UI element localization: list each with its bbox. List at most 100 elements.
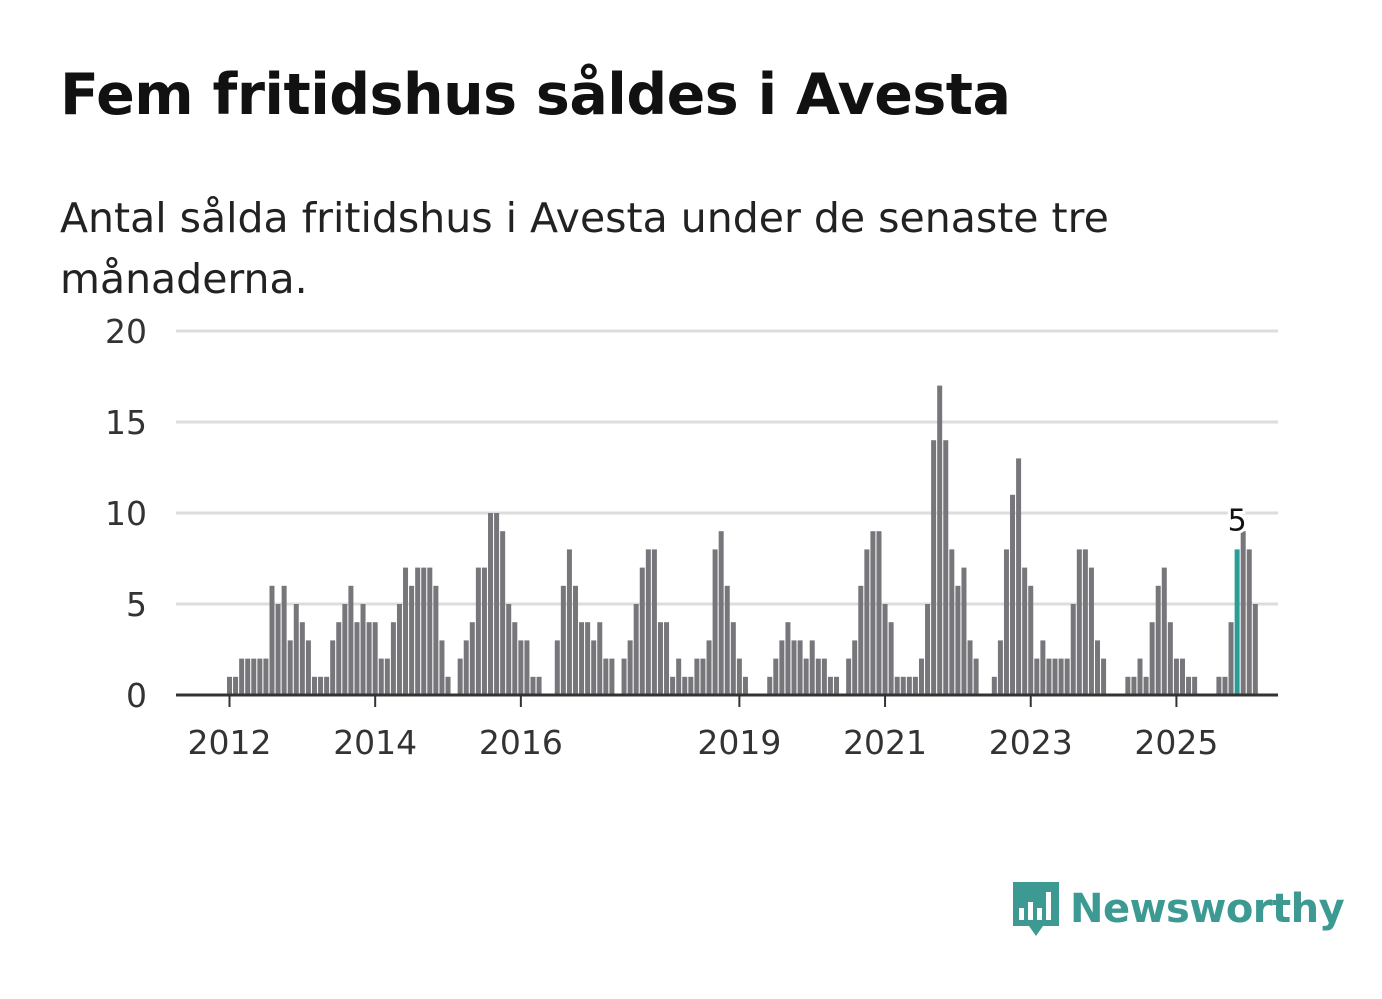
- bar: [1003, 549, 1009, 695]
- bar: [779, 640, 785, 695]
- bar: [706, 640, 712, 695]
- bar: [1082, 549, 1088, 695]
- bar: [324, 676, 330, 695]
- bar: [457, 658, 463, 695]
- bar: [955, 585, 961, 695]
- bar: [378, 658, 384, 695]
- bar: [488, 513, 494, 695]
- bar: [390, 622, 396, 695]
- bar: [724, 585, 730, 695]
- bar: [664, 622, 670, 695]
- bar: [1016, 458, 1022, 695]
- bar: [1088, 567, 1094, 695]
- brand-name: Newsworthy: [1070, 886, 1345, 932]
- bar: [1058, 658, 1064, 695]
- bar: [1167, 622, 1173, 695]
- bar: [670, 676, 676, 695]
- bar: [1186, 676, 1192, 695]
- bar: [894, 676, 900, 695]
- bar: [943, 440, 949, 695]
- bar: [1143, 676, 1149, 695]
- newsworthy-logo[interactable]: Newsworthy: [1010, 878, 1345, 940]
- bar: [227, 676, 232, 695]
- bar: [275, 604, 281, 695]
- bar: [512, 622, 518, 695]
- bar: [572, 585, 578, 695]
- bar: [530, 676, 536, 695]
- bar: [348, 585, 354, 695]
- bar: [263, 658, 269, 695]
- bar: [269, 585, 275, 695]
- x-tick-label: 2021: [843, 723, 927, 762]
- chart-subtitle: Antal sålda fritidshus i Avesta under de…: [60, 194, 1109, 303]
- bar: [937, 385, 943, 695]
- bar: [524, 640, 530, 695]
- bar: [445, 676, 451, 695]
- bar: [918, 658, 924, 695]
- bar: [396, 604, 402, 695]
- bar: [281, 585, 287, 695]
- bar: [773, 658, 779, 695]
- bar: [676, 658, 682, 695]
- bar: [1137, 658, 1143, 695]
- bar: [912, 676, 918, 695]
- bar: [900, 676, 906, 695]
- bar: [694, 658, 700, 695]
- x-tick-label: 2023: [989, 723, 1073, 762]
- bar: [803, 658, 809, 695]
- y-tick-label: 20: [105, 312, 147, 351]
- bar: [372, 622, 378, 695]
- bar: [1064, 658, 1070, 695]
- bar: [554, 640, 560, 695]
- bar: [609, 658, 615, 695]
- bar: [997, 640, 1003, 695]
- bar: [245, 658, 251, 695]
- bar: [415, 567, 421, 695]
- bar: [882, 604, 888, 695]
- bar: [1046, 658, 1052, 695]
- bar: [1022, 567, 1028, 695]
- bar: [1076, 549, 1082, 695]
- x-tick-label: 2014: [333, 723, 417, 762]
- bar: [688, 676, 694, 695]
- bar: [1052, 658, 1058, 695]
- bar: [560, 585, 566, 695]
- bar: [639, 567, 645, 695]
- bar: [342, 604, 348, 695]
- bar: [494, 513, 500, 695]
- bar: [518, 640, 524, 695]
- bar: [767, 676, 773, 695]
- bar: [700, 658, 706, 695]
- bar: [742, 676, 748, 695]
- bar: [1179, 658, 1185, 695]
- bar: [621, 658, 627, 695]
- bar: [852, 640, 858, 695]
- bar: [384, 658, 390, 695]
- bar: [591, 640, 597, 695]
- bar: [566, 549, 572, 695]
- bar: [318, 676, 324, 695]
- bar: [311, 676, 317, 695]
- bar: [736, 658, 742, 695]
- bar: [870, 531, 876, 695]
- bar: [949, 549, 955, 695]
- bar: [299, 622, 305, 695]
- bar: [1131, 676, 1137, 695]
- bar: [791, 640, 797, 695]
- bar: [858, 585, 864, 695]
- bar: [287, 640, 293, 695]
- bar: [360, 604, 366, 695]
- bar: [961, 567, 967, 695]
- bar: [1155, 585, 1161, 695]
- x-tick-label: 2012: [188, 723, 272, 762]
- bar: [603, 658, 609, 695]
- bar: [1101, 658, 1107, 695]
- bar: [1252, 604, 1258, 695]
- bar: [1246, 549, 1252, 695]
- bar: [475, 567, 481, 695]
- y-tick-label: 5: [126, 585, 147, 624]
- bar-chart-speech-bubble-icon: [1013, 882, 1059, 936]
- bar: [336, 622, 342, 695]
- bar: [597, 622, 603, 695]
- bar: [366, 622, 372, 695]
